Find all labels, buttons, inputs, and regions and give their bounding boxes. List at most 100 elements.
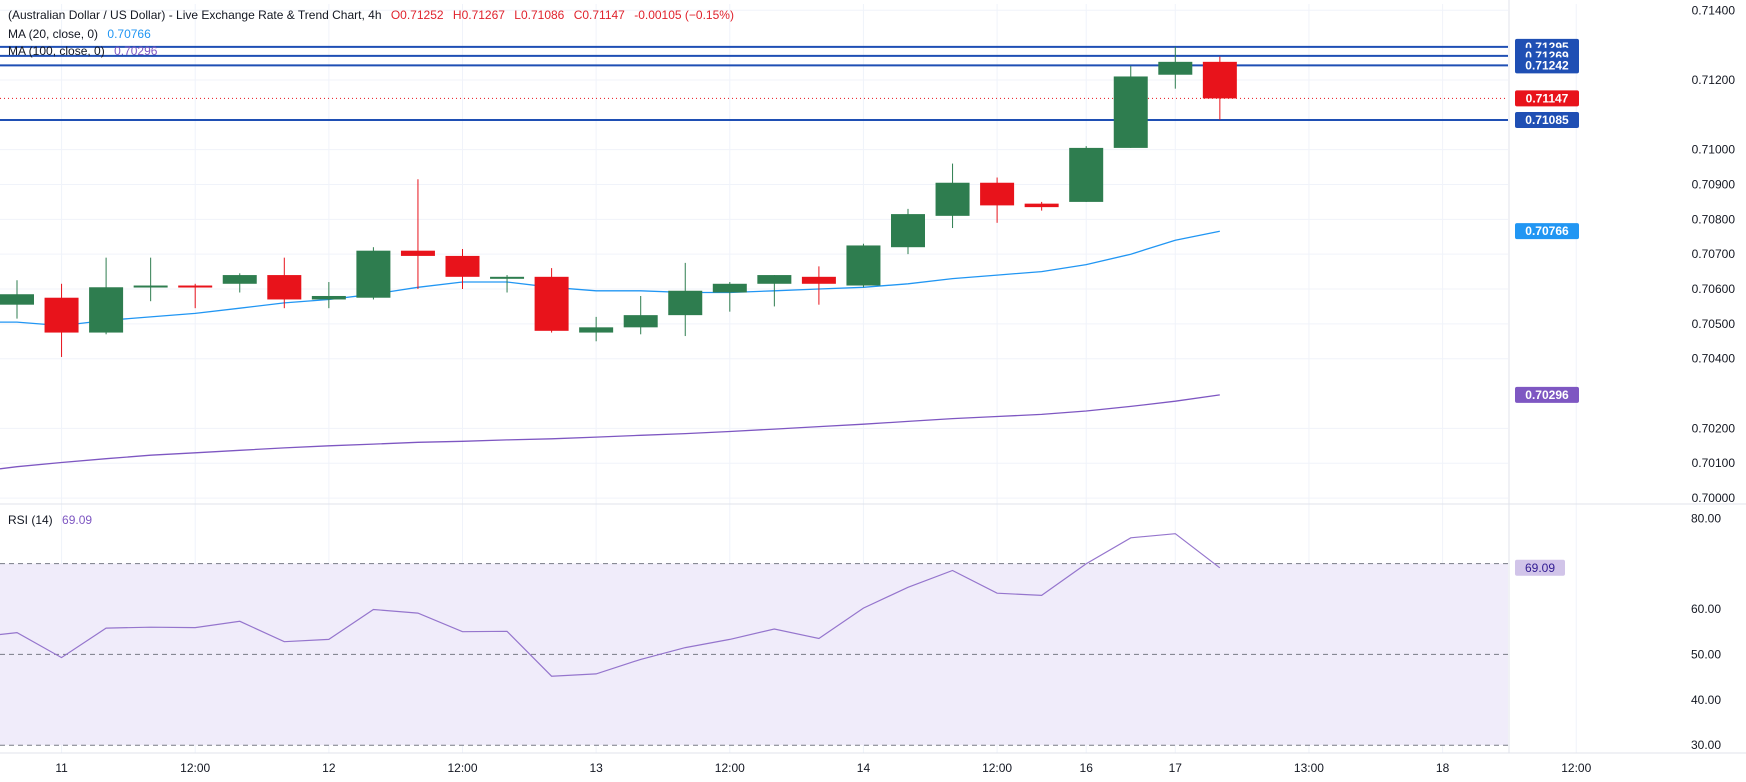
change-value: -0.00105 (−0.15%) (634, 8, 734, 22)
rsi-value: 69.09 (62, 513, 93, 527)
candle-bullish (89, 257, 124, 335)
time-tick-label: 11 (55, 761, 68, 775)
candle-bullish (1158, 46, 1193, 89)
candle-bearish (534, 268, 569, 333)
low-value: L0.71086 (514, 8, 565, 22)
rsi-tick-label: 40.00 (1691, 693, 1721, 707)
time-tick-label: 12 (322, 761, 336, 775)
candle-bullish (712, 282, 747, 312)
candle-body (1158, 61, 1193, 75)
level-label-0.71085: 0.71085 (1515, 112, 1579, 129)
open-value: O0.71252 (390, 8, 444, 22)
candle-body (935, 182, 970, 216)
candle-bearish (1202, 56, 1237, 120)
candle-bullish (846, 243, 881, 288)
candle-body (1113, 76, 1148, 148)
ma20-line (0, 230, 1220, 327)
price-tick-label: 0.70600 (1692, 282, 1736, 296)
price-tick-label: 0.70700 (1692, 247, 1736, 261)
high-value: H0.71267 (452, 8, 505, 22)
candle-body (1202, 61, 1237, 99)
price-tick-label: 0.71000 (1692, 143, 1736, 157)
time-tick-label: 14 (857, 761, 871, 775)
price-label-0.70766: 0.70766 (1515, 223, 1579, 240)
price-tick-label: 0.70100 (1692, 456, 1736, 470)
time-tick-label: 12:00 (447, 761, 477, 775)
price-tick-label: 0.70900 (1692, 177, 1736, 191)
candle-body (1069, 147, 1104, 202)
candle-body (534, 276, 569, 331)
candle-body (757, 275, 792, 284)
price-label-text: 0.70766 (1525, 224, 1569, 238)
rsi-label: RSI (14) (8, 513, 53, 527)
candle-bullish (311, 282, 346, 309)
price-label-0.71147: 0.71147 (1515, 90, 1579, 107)
candlesticks (0, 46, 1237, 357)
candle-body (44, 297, 79, 333)
ma20-label: MA (20, close, 0) (8, 27, 99, 41)
chart-legend-title: (Australian Dollar / US Dollar) - Live E… (8, 8, 740, 22)
time-tick-label: 12:00 (1561, 761, 1591, 775)
rsi-label-text: 69.09 (1525, 561, 1555, 575)
candle-body (178, 285, 213, 288)
price-tick-label: 0.71200 (1692, 73, 1736, 87)
candle-bullish (0, 280, 34, 319)
candle-bullish (668, 262, 703, 337)
candle-body (891, 214, 925, 248)
rsi-background-band (0, 563, 1508, 746)
candle-bullish (623, 295, 658, 335)
time-tick-label: 12:00 (715, 761, 745, 775)
candle-body (0, 294, 34, 305)
candle-bearish (445, 248, 480, 290)
candle-body (1024, 203, 1059, 208)
candle-body (133, 285, 168, 288)
price-tick-label: 0.70400 (1692, 352, 1736, 366)
horizontal-lines (0, 45, 1508, 122)
price-label-box (1515, 112, 1579, 129)
price-label-0.70296: 0.70296 (1515, 386, 1579, 403)
candle-bullish (490, 275, 525, 293)
price-tick-label: 0.70500 (1692, 317, 1736, 331)
candle-bearish (44, 283, 79, 357)
price-tick-label: 0.70000 (1692, 491, 1736, 505)
rsi-tick-label: 80.00 (1691, 511, 1721, 525)
candle-bearish (178, 283, 213, 309)
price-label-text: 0.71085 (1525, 113, 1569, 127)
candle-body (400, 250, 435, 256)
candle-body (980, 182, 1015, 206)
candle-body (846, 245, 881, 286)
candle-bullish (1113, 66, 1148, 148)
price-label-box (1515, 90, 1579, 107)
candle-body (445, 255, 480, 277)
candle-bullish (757, 275, 792, 307)
ma100-label: MA (100, close, 0) (8, 44, 105, 58)
candle-bearish (267, 257, 302, 309)
time-tick-label: 12:00 (982, 761, 1012, 775)
rsi-label-box (1515, 559, 1565, 576)
candle-bullish (356, 247, 391, 300)
ma100-value: 0.70296 (114, 44, 158, 58)
time-tick-label: 17 (1169, 761, 1183, 775)
candle-body (490, 276, 525, 279)
price-labels: 0.712950.712690.712420.710850.711470.707… (1515, 38, 1579, 576)
candle-bearish (1024, 201, 1059, 211)
price-tick-label: 0.70800 (1692, 212, 1736, 226)
price-label-text: 0.70296 (1525, 388, 1569, 402)
price-tick-label: 0.70200 (1692, 421, 1736, 435)
price-label-box (1515, 386, 1579, 403)
candle-body (311, 295, 346, 300)
ma20-value: 0.70766 (107, 27, 151, 41)
time-tick-label: 16 (1080, 761, 1094, 775)
axes: 0.71400 0.71200 0.71000 0.70900 0.70800 0.707… (55, 3, 1735, 775)
rsi-tick-label: 50.00 (1691, 647, 1721, 661)
time-tick-label: 12:00 (180, 761, 210, 775)
price-label-box (1515, 223, 1579, 240)
ma100-line (0, 394, 1220, 470)
rsi-legend: RSI (14) 69.09 (8, 513, 98, 527)
symbol-title: (Australian Dollar / US Dollar) - Live E… (8, 8, 382, 22)
time-tick-label: 13 (589, 761, 603, 775)
candle-body (712, 283, 747, 293)
rsi-current-label: 69.09 (1515, 559, 1565, 576)
rsi-polyline (0, 533, 1221, 677)
